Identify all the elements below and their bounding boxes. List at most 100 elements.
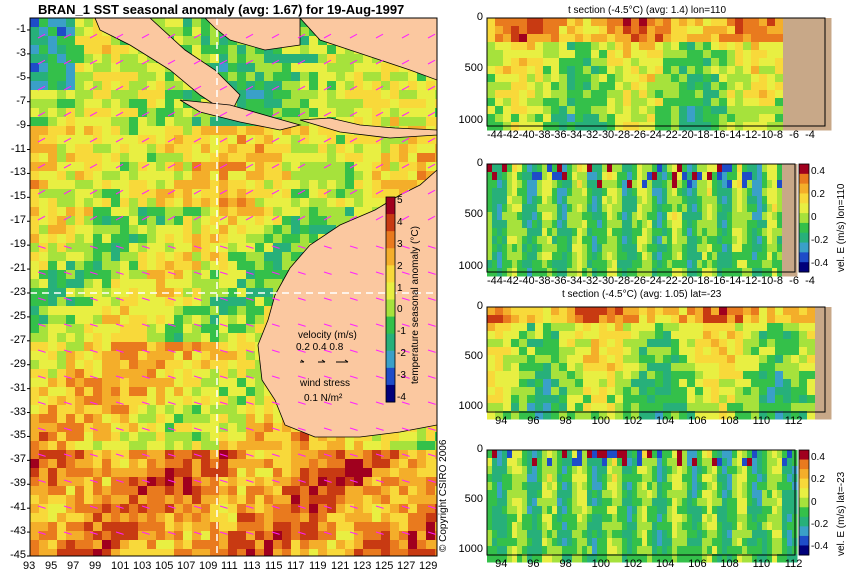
panel-x-tick-label: 102 bbox=[623, 558, 643, 570]
colorbar-tick-label: -2 bbox=[397, 348, 406, 360]
panel-x-tick-label: -44 bbox=[486, 275, 503, 287]
panel-x-tick-label: -8 bbox=[773, 275, 784, 287]
map-x-tick-label: 113 bbox=[243, 560, 261, 572]
panel-x-tick-label: -26 bbox=[630, 129, 646, 141]
panel-x-tick-label: -36 bbox=[550, 129, 567, 141]
map-field bbox=[30, 18, 437, 556]
map-x-tick-label: 101 bbox=[111, 560, 130, 572]
panel-y-tick-label: 1000 bbox=[458, 259, 483, 272]
map-x-tick-label: 111 bbox=[221, 560, 238, 572]
velocity-legend-title: velocity (m/s) bbox=[298, 330, 357, 341]
map-x-tick-label: 123 bbox=[353, 560, 372, 572]
wind-stress-arrows bbox=[37, 33, 436, 535]
panel-x-tick-label: -10 bbox=[757, 129, 774, 141]
panel-x-tick-label: 110 bbox=[752, 415, 771, 427]
panel-x-tick-label: -42 bbox=[502, 275, 519, 287]
panel-x-tick-label: 98 bbox=[559, 415, 572, 427]
panel-x-tick-label: 108 bbox=[720, 415, 739, 427]
velocity-colorbar-tick: 0.4 bbox=[811, 452, 825, 463]
panel1-title: t section (-4.5°C) (avg: 1.4) lon=110 bbox=[568, 5, 727, 16]
panel-x-tick-label: -42 bbox=[502, 129, 519, 141]
colorbar-tick-label: 5 bbox=[397, 195, 403, 206]
colorbar-tick-label: -4 bbox=[397, 392, 406, 403]
map-y-tick-label: -35 bbox=[10, 429, 26, 442]
panel-x-tick-label: -10 bbox=[757, 275, 774, 287]
map-y-tick-label: -9 bbox=[16, 118, 26, 131]
panel-x-tick-label: 100 bbox=[591, 415, 611, 427]
wind-legend-title: wind stress bbox=[300, 378, 351, 389]
panel-x-tick-label: -18 bbox=[693, 275, 710, 287]
panel-x-tick-label: -12 bbox=[741, 275, 758, 287]
panel-x-tick-label: -40 bbox=[518, 129, 535, 141]
velocity-legend-arrows bbox=[300, 359, 349, 363]
panel-x-tick-label: -40 bbox=[518, 275, 535, 287]
velocity-colorbar-4 bbox=[798, 449, 810, 556]
map-y-tick-label: -15 bbox=[10, 190, 26, 203]
colorbar-tick-label: 3 bbox=[397, 238, 403, 250]
panel-y-tick-label: 0 bbox=[476, 300, 483, 312]
panel-x-tick-label: -34 bbox=[566, 275, 583, 287]
map-y-tick-label: -27 bbox=[10, 333, 26, 346]
panel-x-tick-label: -6 bbox=[789, 275, 799, 287]
colorbar-tick-label: 4 bbox=[397, 216, 403, 228]
panel-y-tick-label: 1000 bbox=[458, 113, 483, 126]
velocity-colorbar-tick: 0 bbox=[811, 212, 817, 223]
panel-x-tick-label: -4 bbox=[805, 275, 815, 287]
panel-y-tick-label: 500 bbox=[464, 493, 483, 505]
map-x-tick-label: 129 bbox=[419, 560, 438, 572]
panel-x-tick-label: 94 bbox=[495, 415, 508, 427]
map-y-tick-label: -3 bbox=[16, 46, 26, 59]
panel-x-tick-label: 112 bbox=[784, 415, 803, 427]
panel-x-tick-label: 98 bbox=[559, 558, 572, 570]
velocity-colorbar-tick: 0.4 bbox=[811, 166, 825, 177]
panel2-colorbar-label: vel. E (m/s) lon=110 bbox=[836, 183, 847, 272]
panel-x-tick-label: 94 bbox=[495, 558, 508, 570]
panel-y-tick-label: 0 bbox=[476, 11, 483, 23]
map-y-tick-label: -5 bbox=[16, 70, 26, 83]
map-x-tick-label: 105 bbox=[155, 560, 174, 572]
velocity-legend-values: 0.2 0.4 0.8 bbox=[296, 342, 344, 353]
wind-legend-value: 0.1 N/m² bbox=[304, 393, 343, 404]
panel-x-tick-label: -20 bbox=[677, 129, 694, 141]
map-y-tick-label: -45 bbox=[10, 549, 26, 561]
panel-x-tick-label: -28 bbox=[614, 275, 631, 287]
panel-x-tick-label: -24 bbox=[646, 129, 662, 141]
map-x-tick-label: 107 bbox=[177, 560, 196, 572]
section-panel-2 bbox=[486, 163, 798, 277]
section-panel-1 bbox=[486, 17, 832, 131]
panel-x-tick-label: -44 bbox=[486, 129, 503, 141]
panel-x-tick-label: -28 bbox=[614, 129, 631, 141]
panel-x-tick-label: -38 bbox=[534, 129, 551, 141]
velocity-colorbar-tick: -0.4 bbox=[811, 541, 829, 552]
colorbar-tick-label: 2 bbox=[397, 260, 403, 272]
velocity-colorbar-tick: -0.4 bbox=[811, 258, 829, 269]
map-y-tick-label: -1 bbox=[16, 22, 26, 35]
panel-x-tick-label: 102 bbox=[623, 415, 643, 427]
panel-x-tick-label: 112 bbox=[784, 558, 803, 570]
panel-y-tick-label: 0 bbox=[476, 157, 483, 169]
panel-x-tick-label: 108 bbox=[720, 558, 739, 570]
map-y-tick-label: -19 bbox=[10, 238, 26, 251]
map-y-tick-label: -25 bbox=[10, 309, 26, 322]
colorbar-tick-label: -3 bbox=[397, 370, 406, 382]
velocity-colorbar-tick: 0.2 bbox=[811, 189, 825, 200]
panel-x-tick-label: -14 bbox=[725, 275, 742, 287]
panel-x-tick-label: -12 bbox=[741, 129, 758, 141]
panel-y-tick-label: 500 bbox=[464, 208, 483, 221]
panel-x-tick-label: -38 bbox=[534, 275, 551, 287]
panel-x-tick-label: -34 bbox=[566, 129, 583, 141]
panel-x-tick-label: -32 bbox=[582, 129, 599, 141]
map-y-tick-label: -33 bbox=[10, 405, 26, 418]
lesser-sunda-land bbox=[299, 117, 437, 139]
panel4-colorbar-label: vel. E (m/s) lat=-23 bbox=[836, 471, 847, 556]
panel-y-tick-label: 500 bbox=[464, 350, 483, 362]
panel-x-tick-label: -6 bbox=[789, 129, 799, 141]
velocity-colorbar-tick: 0.2 bbox=[811, 474, 825, 486]
panel-x-tick-label: 106 bbox=[688, 558, 707, 570]
panel-x-tick-label: -14 bbox=[725, 129, 742, 141]
panel-x-tick-label: -30 bbox=[598, 129, 615, 141]
panel-y-tick-label: 1000 bbox=[458, 400, 483, 412]
map-y-tick-label: -7 bbox=[16, 94, 26, 107]
section-panel-3 bbox=[486, 306, 832, 420]
